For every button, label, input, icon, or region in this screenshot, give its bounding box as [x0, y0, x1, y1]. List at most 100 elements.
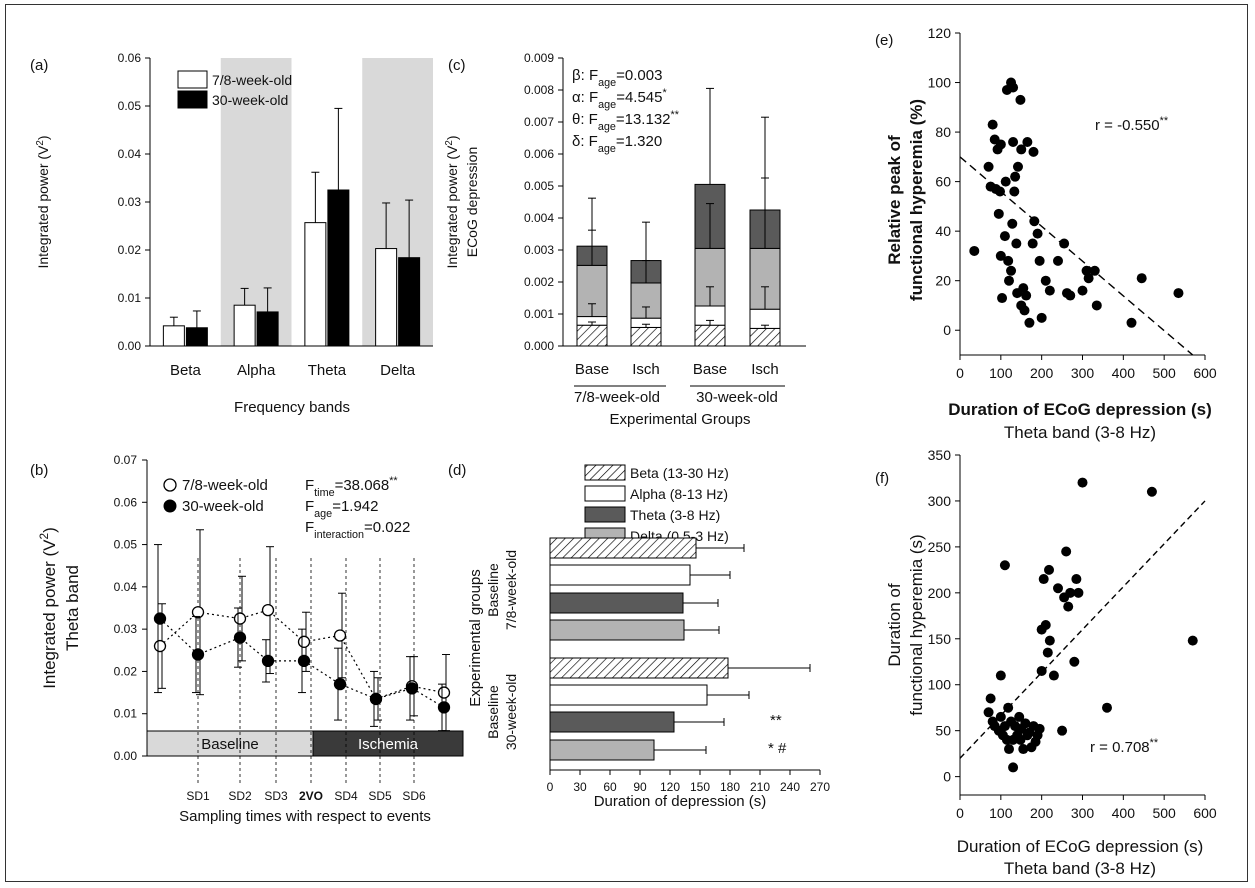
tick-label-c-y: 0.003	[524, 243, 554, 257]
tick-label-f-y: 250	[928, 539, 952, 555]
tick-label-e-y: 120	[928, 25, 952, 41]
point-e	[1007, 218, 1018, 229]
point-e	[997, 293, 1008, 304]
point-b-young	[233, 612, 247, 625]
xlabel-b: Sampling times with respect to events	[179, 808, 431, 825]
point-f	[1048, 670, 1059, 681]
tick-label-f-x: 500	[1152, 805, 1176, 821]
point-e	[1089, 265, 1100, 276]
xlabel-d: Duration of depression (s)	[594, 793, 767, 810]
point-e	[1000, 176, 1011, 187]
point-f	[1065, 587, 1076, 598]
tick-label-e-y: 100	[928, 75, 952, 91]
tick-label-b-y: 0.06	[114, 495, 138, 509]
point-e	[1036, 312, 1047, 323]
bar-label-c: Isch	[632, 361, 660, 378]
shade-band-alpha	[220, 58, 292, 346]
stat-c-2: θ: Fage=13.132**	[572, 109, 680, 133]
tick-label-b-y: 0.01	[114, 707, 138, 721]
point-f	[1044, 564, 1055, 575]
category-label-a: Delta	[380, 362, 416, 379]
point-e	[1091, 300, 1102, 311]
point-f	[1073, 587, 1084, 598]
point-b-young	[333, 629, 347, 642]
point-f	[1014, 711, 1025, 722]
tick-label-f-y: 350	[928, 447, 952, 463]
legend-d-0: Beta (13-30 Hz)	[630, 465, 729, 481]
tick-label-b-y: 0.03	[114, 622, 138, 636]
panel-f-letter: (f)	[875, 470, 889, 487]
legend-b-old: 30-week-old	[182, 498, 264, 515]
tick-label-c-y: 0.009	[524, 51, 554, 65]
legend-a-young: 7/8-week-old	[212, 72, 292, 88]
tick-label-c-y: 0.004	[524, 211, 554, 225]
panel-b-letter: (b)	[30, 462, 48, 479]
xlabel-f-2: Theta band (3-8 Hz)	[1004, 859, 1156, 878]
tick-label-d-x: 240	[780, 780, 800, 794]
point-f	[1077, 477, 1088, 488]
legend-b-young-marker	[163, 478, 177, 492]
ylabel-e-1: Relative peak of	[885, 135, 904, 265]
stack-c-beta	[749, 327, 781, 347]
point-e	[1010, 171, 1021, 182]
point-f	[1036, 665, 1047, 676]
bar-a-alpha-old	[256, 311, 279, 347]
point-e	[1016, 144, 1027, 155]
point-e	[1022, 136, 1033, 147]
point-e	[1077, 285, 1088, 296]
ylabel-e-2: functional hyperemia (%)	[907, 99, 926, 301]
point-b-young	[437, 686, 451, 699]
point-b-young	[261, 603, 275, 617]
point-e	[1040, 275, 1051, 286]
tick-label-b-y: 0.00	[114, 749, 138, 763]
tick-label-c-y: 0.001	[524, 307, 554, 321]
tick-label-b-y: 0.02	[114, 664, 138, 678]
r-text-f: r = 0.708**	[1090, 737, 1159, 756]
point-e	[987, 119, 998, 130]
trend-line-e	[959, 156, 1194, 356]
tick-label-c-y: 0.007	[524, 115, 554, 129]
point-e	[1019, 305, 1030, 316]
point-b-old	[437, 701, 451, 714]
stat-b-1: Fage=1.942	[305, 498, 378, 520]
point-e	[1008, 82, 1019, 93]
point-b-old	[153, 612, 167, 625]
bar-d-young-beta	[549, 537, 697, 559]
ylabel-f-2: functional hyperemia (s)	[907, 534, 926, 715]
tick-label-a-y: 0.05	[118, 99, 142, 113]
point-b-old	[191, 648, 205, 661]
phase-label-ischemia: Ischemia	[358, 736, 419, 753]
point-b-old	[297, 654, 311, 668]
event-label-sd6: SD6	[402, 789, 426, 803]
point-f	[1018, 744, 1029, 755]
tick-label-e-x: 200	[1030, 365, 1054, 381]
point-e	[1008, 136, 1019, 147]
legend-b-old-marker	[163, 499, 177, 513]
group-label-d-young-2: 7/8-week-old	[503, 550, 519, 630]
legend-a-old-swatch	[177, 90, 208, 109]
ylabel-d: Experimental groups	[467, 569, 484, 707]
point-f	[983, 707, 994, 718]
point-f	[1102, 702, 1112, 713]
point-f	[1038, 574, 1049, 585]
point-b-young	[153, 639, 167, 653]
point-e	[1012, 161, 1023, 172]
point-f	[1053, 583, 1063, 594]
tick-label-f-y: 50	[935, 723, 951, 739]
point-b-old	[333, 677, 347, 691]
category-label-a: Alpha	[237, 362, 276, 379]
phase-label-baseline: Baseline	[201, 736, 259, 753]
stat-c-0: β: Fage=0.003	[572, 67, 662, 89]
tick-label-b-y: 0.04	[114, 580, 138, 594]
point-f	[1042, 647, 1053, 658]
point-f	[1044, 635, 1055, 646]
point-e	[995, 250, 1006, 261]
point-e	[1009, 186, 1020, 197]
bar-a-theta-old	[327, 189, 350, 347]
point-e	[969, 245, 980, 256]
tick-label-e-y: 40	[935, 223, 951, 239]
bar-a-delta-old	[398, 257, 421, 347]
stat-b-0: Ftime=38.068**	[305, 475, 398, 499]
stack-c-beta	[630, 326, 662, 347]
